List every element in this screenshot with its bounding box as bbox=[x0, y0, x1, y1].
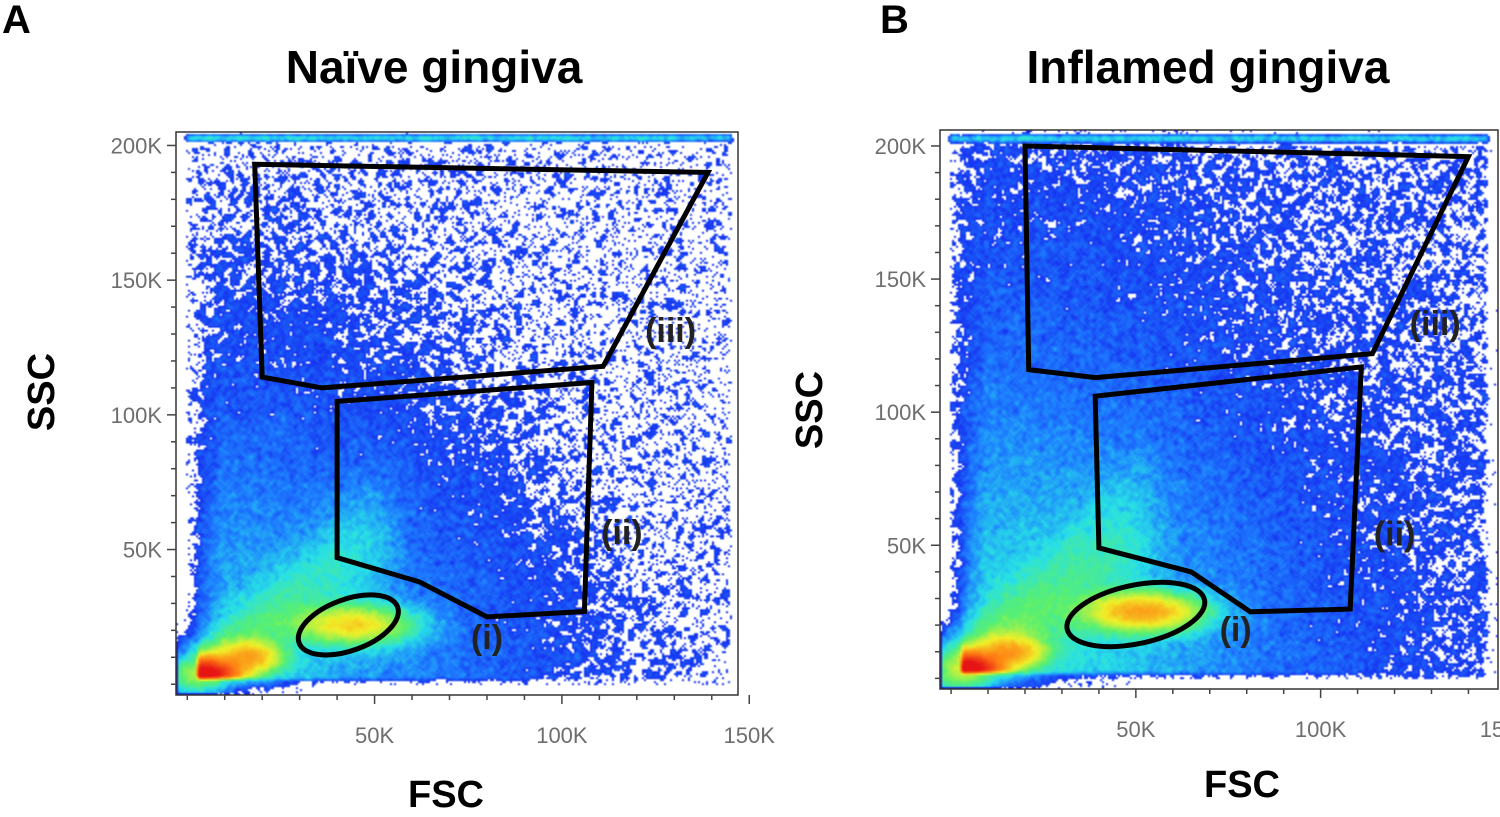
gate-1 bbox=[1064, 579, 1208, 650]
gate-3 bbox=[252, 161, 713, 391]
x-tick-label: 50K bbox=[1116, 717, 1155, 742]
chart-title-inflamed: Inflamed gingiva bbox=[1026, 41, 1390, 93]
x-axis: 50K 100K 150K bbox=[186, 695, 776, 748]
gate-label: (i) bbox=[1220, 611, 1252, 649]
chart-title-naive: Naïve gingiva bbox=[285, 41, 583, 93]
gate-label: (ii) bbox=[1374, 515, 1416, 553]
y-tick-label: 100K bbox=[875, 400, 927, 425]
x-tick-label: 100K bbox=[1295, 717, 1347, 742]
gate-label: (iii) bbox=[1410, 305, 1461, 343]
y-tick-label: 150K bbox=[875, 267, 927, 292]
plot-frame bbox=[175, 131, 739, 696]
gate-3 bbox=[1022, 143, 1473, 381]
gate-1 bbox=[295, 592, 401, 658]
y-axis: 50K 100K 150K 200K bbox=[111, 133, 176, 685]
y-tick-label: 200K bbox=[111, 133, 163, 158]
gate-label: (iii) bbox=[645, 312, 696, 350]
x-tick-label: 150K bbox=[724, 723, 776, 748]
x-tick-label: 50K bbox=[355, 723, 394, 748]
y-tick-label: 50K bbox=[887, 533, 926, 558]
x-tick-label: 100K bbox=[536, 723, 588, 748]
panel-letter-a: A bbox=[2, 0, 31, 42]
gates: (i) (ii) (iii) bbox=[1022, 143, 1473, 650]
plot-frame bbox=[939, 129, 1499, 690]
density-cloud bbox=[940, 130, 1498, 689]
y-tick-label: 150K bbox=[111, 268, 163, 293]
y-axis: 50K 100K 150K 200K bbox=[875, 134, 940, 680]
y-tick-label: 200K bbox=[875, 134, 927, 159]
gate-2 bbox=[334, 379, 595, 620]
gate-label: (ii) bbox=[601, 514, 643, 552]
x-axis: 50K 100K 150K bbox=[950, 689, 1500, 742]
x-tick-label: 150K bbox=[1480, 717, 1500, 742]
x-axis-title-inflamed: FSC bbox=[1204, 764, 1280, 806]
gate-2 bbox=[1092, 364, 1364, 615]
panel-letter-b: B bbox=[880, 0, 909, 42]
gates: (i) (ii) (iii) bbox=[252, 161, 713, 658]
x-axis-title-naive: FSC bbox=[408, 774, 484, 816]
y-tick-label: 50K bbox=[123, 538, 162, 563]
gate-label: (i) bbox=[471, 619, 503, 657]
y-tick-label: 100K bbox=[111, 403, 163, 428]
